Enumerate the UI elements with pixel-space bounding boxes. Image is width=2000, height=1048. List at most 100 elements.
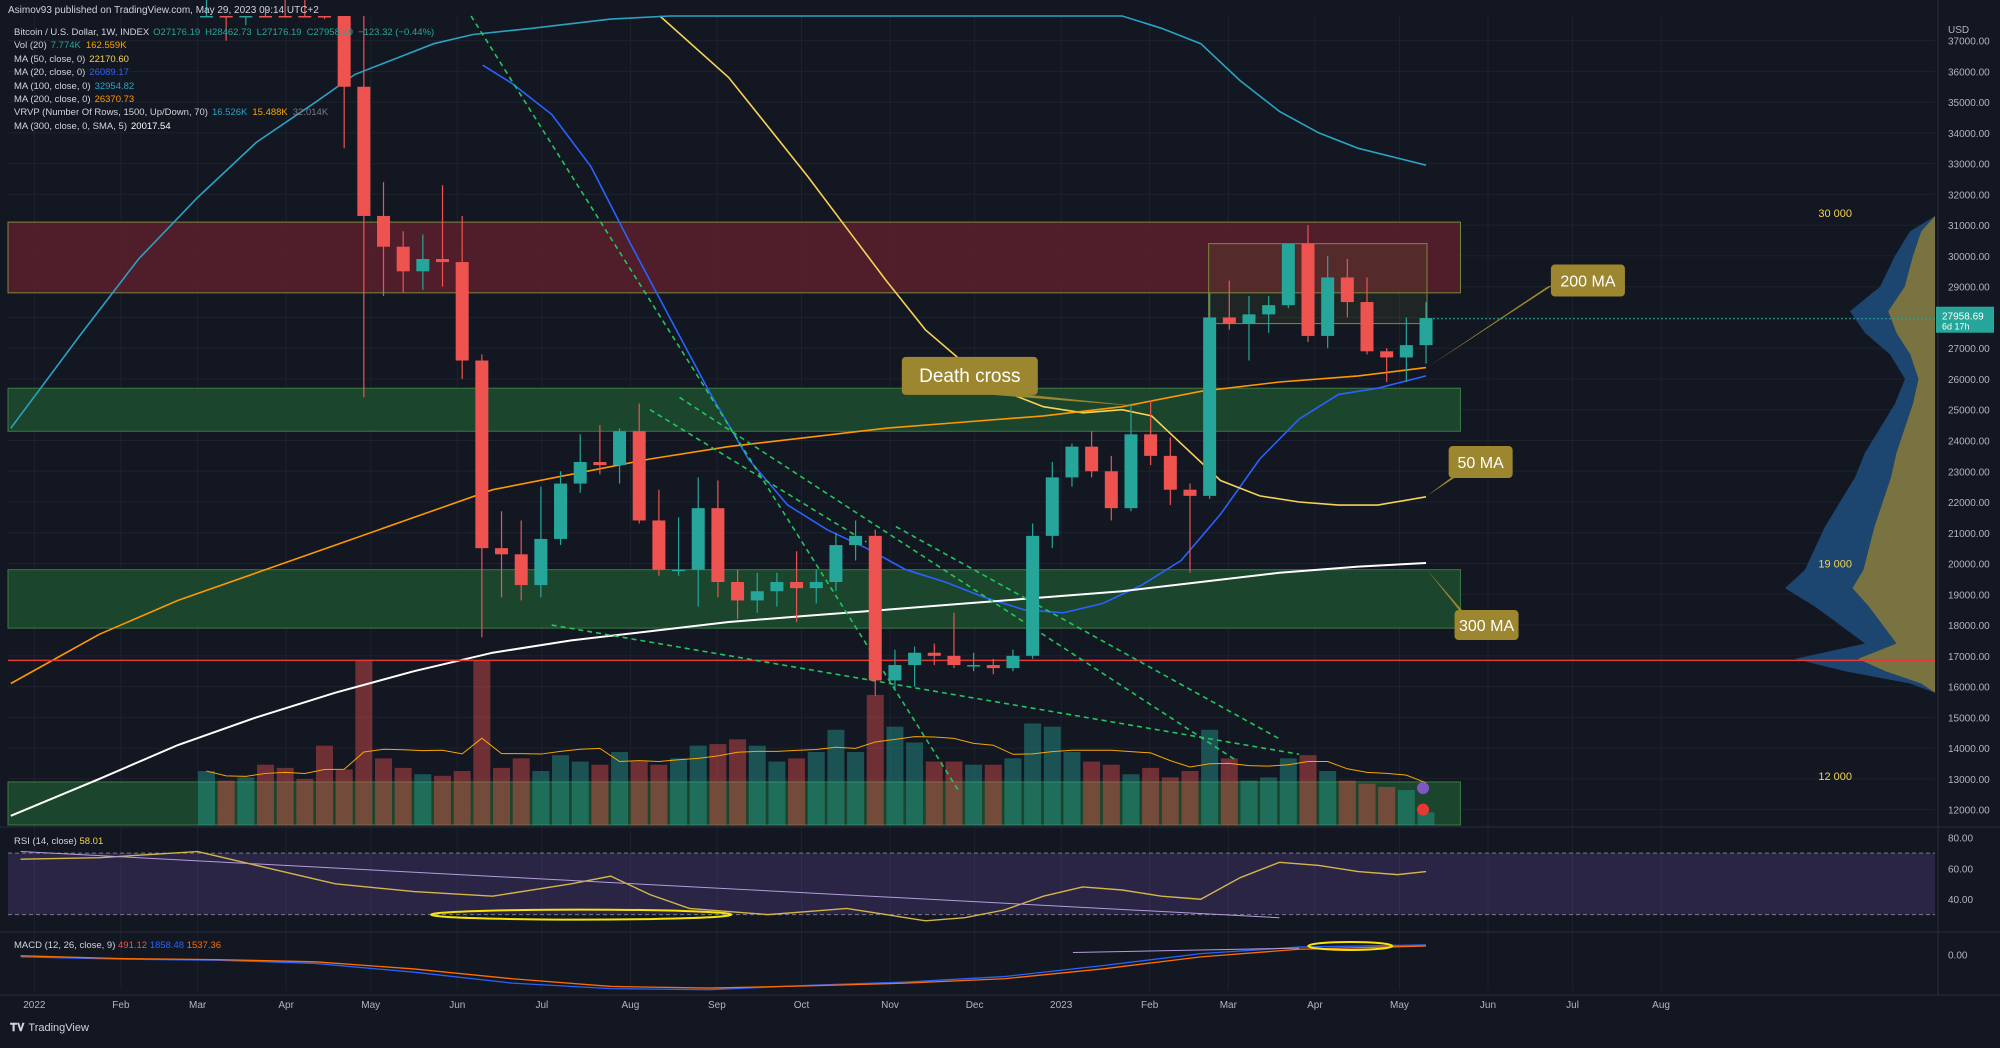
legend-value: 22170.60 xyxy=(89,53,129,65)
annotation-arrow xyxy=(1427,569,1471,621)
time-axis-tick: Feb xyxy=(1141,1000,1159,1011)
time-axis-tick: Jul xyxy=(1566,1000,1579,1011)
volume-bar xyxy=(827,729,845,825)
macd-legend: MACD (12, 26, close, 9) 491.12 1858.48 1… xyxy=(14,940,221,951)
candle-body xyxy=(967,665,981,667)
price-axis-tick: 20000.00 xyxy=(1948,560,1990,571)
legend-value: 20017.54 xyxy=(131,120,171,132)
candle-body xyxy=(947,655,961,666)
price-axis-tick: 25000.00 xyxy=(1948,406,1990,417)
trendline xyxy=(895,525,1280,740)
volume-bar xyxy=(1358,783,1376,825)
candle-body xyxy=(1281,243,1295,306)
candle-body xyxy=(534,538,548,586)
candle-body xyxy=(927,652,941,656)
rsi-axis-tick: 40.00 xyxy=(1948,895,1973,906)
price-axis-tick: 24000.00 xyxy=(1948,436,1990,447)
volume-bar xyxy=(552,755,570,825)
consolidation-box xyxy=(1208,243,1428,325)
candle-body xyxy=(888,665,902,681)
time-axis-tick: Sep xyxy=(708,1000,726,1011)
legend-row[interactable]: MA (50, close, 0) 22170.60 xyxy=(14,53,439,66)
level-label: 12 000 xyxy=(1818,771,1852,783)
volume-bar xyxy=(434,775,452,825)
time-axis-tick: May xyxy=(361,1000,380,1011)
candle-body xyxy=(475,360,489,549)
legend-row[interactable]: Vol (20) 7.774K 162.559K xyxy=(14,39,439,52)
candle-body xyxy=(219,16,233,18)
volume-bar xyxy=(1319,771,1337,825)
volume-bar xyxy=(866,694,884,825)
candle-body xyxy=(258,16,272,18)
rsi-line xyxy=(20,850,1427,922)
volume-bar xyxy=(1299,755,1317,825)
volume-bar xyxy=(1142,767,1160,825)
rsi-highlight xyxy=(430,908,733,921)
volume-bar xyxy=(1201,729,1219,825)
candle-body xyxy=(298,16,312,18)
candle-body xyxy=(1203,317,1217,496)
volume-bar xyxy=(1260,777,1278,825)
legend-value: 26089.17 xyxy=(89,67,129,79)
volume-bar xyxy=(748,745,766,825)
candle-body xyxy=(1026,535,1040,656)
volume-bar xyxy=(296,778,314,825)
volume-bar xyxy=(217,780,235,825)
volume-bar xyxy=(1220,758,1238,825)
last-price-badge xyxy=(1936,306,1994,333)
annotation-label: 200 MA xyxy=(1560,274,1615,291)
candle-body xyxy=(416,259,430,272)
candle-body xyxy=(652,520,666,570)
price-axis-tick: 36000.00 xyxy=(1948,67,1990,78)
rsi-axis-tick: 80.00 xyxy=(1948,834,1973,845)
legend-row[interactable]: VRVP (Number Of Rows, 1500, Up/Down, 70)… xyxy=(14,106,439,119)
time-axis-tick: Jun xyxy=(1480,1000,1496,1011)
volume-bar xyxy=(965,764,983,825)
candle-body xyxy=(1321,277,1335,336)
volume-bar xyxy=(1102,764,1120,825)
price-axis-tick: 23000.00 xyxy=(1948,467,1990,478)
candle-body xyxy=(1262,305,1276,315)
time-axis-tick: Aug xyxy=(1652,1000,1670,1011)
legend-label: Vol (20) xyxy=(14,40,47,52)
volume-bar xyxy=(1378,786,1396,825)
legend-row[interactable]: MA (300, close, 0, SMA, 5) 20017.54 xyxy=(14,120,439,133)
level-label: 19 000 xyxy=(1818,559,1852,571)
volume-bar xyxy=(1279,758,1297,825)
legend-label: VRVP (Number Of Rows, 1500, Up/Down, 70) xyxy=(14,107,208,119)
candle-body xyxy=(1399,345,1413,358)
price-axis-tick: 33000.00 xyxy=(1948,160,1990,171)
macd-axis-tick: 0.00 xyxy=(1948,951,1968,962)
price-axis-tick: 13000.00 xyxy=(1948,775,1990,786)
volume-bar xyxy=(886,726,904,825)
candle-body xyxy=(750,591,764,601)
legend-label: MA (20, close, 0) xyxy=(14,67,86,79)
time-axis-tick: Apr xyxy=(278,1000,294,1011)
branding[interactable]: 𝐓𝐕 TradingView xyxy=(10,1022,89,1035)
legend-row[interactable]: MA (100, close, 0) 32954.82 xyxy=(14,80,439,93)
macd-line xyxy=(20,944,1427,991)
candle-body xyxy=(1045,477,1059,536)
legend-value: 26370.73 xyxy=(94,94,135,106)
legend-label: MA (300, close, 0, SMA, 5) xyxy=(14,120,127,132)
candle-body xyxy=(1085,446,1099,472)
tradingview-logo-icon: 𝐓𝐕 xyxy=(10,1022,25,1034)
candle-body xyxy=(1419,318,1433,346)
volume-bar xyxy=(945,761,963,825)
volume-bar xyxy=(611,752,629,825)
candle-body xyxy=(672,569,686,572)
legend-row[interactable]: MA (20, close, 0) 26089.17 xyxy=(14,66,439,79)
volume-bar xyxy=(1397,790,1415,825)
annotation-box xyxy=(901,356,1038,395)
candle-body xyxy=(849,535,863,546)
candle-body xyxy=(632,431,646,521)
legend-value: −123.32 (−0.44%) xyxy=(358,27,435,38)
moving-average-line xyxy=(10,15,1427,429)
legend-row[interactable]: Bitcoin / U.S. Dollar, 1W, INDEX O27176.1… xyxy=(14,26,439,39)
rsi-value: 58.01 xyxy=(79,836,103,847)
time-axis-tick: Nov xyxy=(881,1000,899,1011)
legend-row[interactable]: MA (200, close, 0) 26370.73 xyxy=(14,93,439,106)
annotation-label: Death cross xyxy=(919,366,1020,387)
